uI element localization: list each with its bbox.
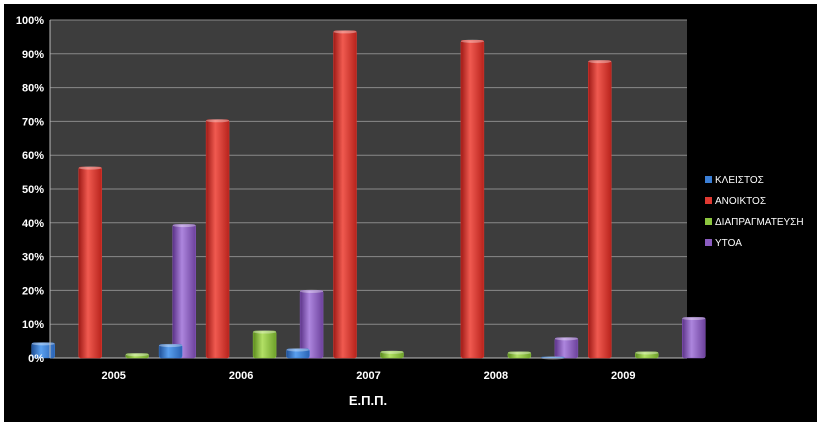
bar <box>635 351 659 359</box>
bar-highlight <box>31 342 55 346</box>
bar <box>333 30 357 359</box>
bar <box>554 337 579 359</box>
y-tick-label: 50% <box>22 184 44 196</box>
y-tick-label: 30% <box>22 252 44 264</box>
legend-swatch <box>705 218 712 225</box>
x-tick-label: 2009 <box>611 370 635 382</box>
x-tick-label: 2005 <box>101 370 125 382</box>
bar <box>286 348 310 359</box>
bar <box>682 317 706 359</box>
bar-highlight <box>333 30 357 34</box>
bar-highlight <box>507 351 531 355</box>
bar-highlight <box>286 348 310 352</box>
legend-label: ΔΙΑΠΡΑΓΜΑΤΕΥΣΗ <box>715 217 804 228</box>
legend-label: ΥΤΟΑ <box>715 238 742 249</box>
x-axis-title: Ε.Π.Π. <box>349 393 387 408</box>
bar <box>78 166 102 359</box>
bar-highlight <box>635 351 659 355</box>
y-axis: 0% 10% 20% 30% 40% 50% 60% 70% 80% 90% 100% <box>16 15 51 365</box>
y-tick-label: 20% <box>22 285 44 297</box>
bar-highlight <box>78 166 102 170</box>
gridlines <box>50 19 687 359</box>
y-tick-label: 0% <box>28 353 44 365</box>
bar <box>507 351 532 359</box>
y-tick-label: 40% <box>22 218 44 230</box>
bar-highlight <box>554 337 578 341</box>
bar <box>380 350 404 359</box>
legend-label: ΚΛΕΙΣΤΟΣ <box>715 175 764 186</box>
x-axis: 2005 2006 2007 2008 2009 <box>101 370 635 382</box>
bar <box>172 224 196 359</box>
bar <box>125 353 149 359</box>
bar <box>299 290 324 359</box>
bars-group <box>31 30 706 360</box>
bar <box>31 342 55 359</box>
bar-highlight <box>300 289 324 293</box>
bar <box>460 40 485 359</box>
legend: ΚΛΕΙΣΤΟΣ ΑΝΟΙΚΤΟΣ ΔΙΑΠΡΑΓΜΑΤΕΥΣΗ ΥΤΟΑ <box>705 175 804 249</box>
y-tick-label: 90% <box>22 49 44 61</box>
bar <box>252 330 277 359</box>
bar <box>541 356 565 359</box>
y-tick-label: 70% <box>22 116 44 128</box>
bar <box>205 119 230 359</box>
bar-highlight <box>682 316 706 321</box>
y-tick-label: 10% <box>22 319 44 331</box>
legend-swatch <box>705 176 712 183</box>
bar-highlight <box>460 39 484 43</box>
legend-label: ΑΝΟΙΚΤΟΣ <box>715 196 766 207</box>
y-tick-label: 60% <box>22 150 44 162</box>
bar <box>158 344 183 359</box>
y-tick-label: 80% <box>22 83 44 95</box>
bar-highlight <box>159 343 183 348</box>
x-tick-label: 2008 <box>484 370 508 382</box>
y-tick-label: 100% <box>16 15 44 27</box>
x-tick-label: 2007 <box>356 370 380 382</box>
bar-highlight <box>206 119 230 123</box>
bar-highlight <box>380 350 404 354</box>
bar-highlight <box>541 356 565 360</box>
bar-highlight <box>172 223 196 228</box>
bar-highlight <box>253 330 277 334</box>
bar-highlight <box>125 353 149 357</box>
legend-swatch <box>705 239 712 246</box>
legend-swatch <box>705 197 712 204</box>
bar <box>588 60 612 359</box>
x-tick-label: 2006 <box>229 370 253 382</box>
bar-highlight <box>588 59 612 64</box>
